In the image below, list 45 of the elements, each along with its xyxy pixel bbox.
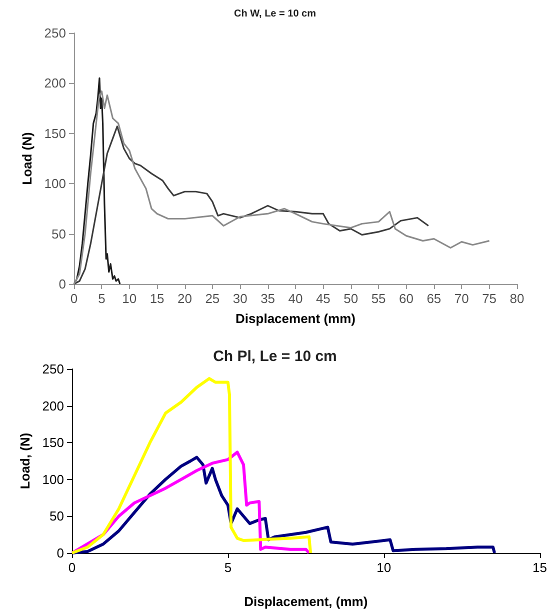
x-tick-label: 20 xyxy=(178,291,192,306)
x-axis-title: Displacement (mm) xyxy=(236,311,356,326)
y-tick-label: 100 xyxy=(42,472,64,487)
y-tick-label: 200 xyxy=(44,76,66,91)
x-tick-label: 80 xyxy=(510,291,524,306)
x-tick-label: 25 xyxy=(205,291,220,306)
chart-title: Ch W, Le = 10 cm xyxy=(234,8,316,20)
line-series xyxy=(70,456,496,554)
y-axis-title: Load (N) xyxy=(19,132,34,185)
x-tick-label: 40 xyxy=(288,291,303,306)
y-tick-label: 250 xyxy=(44,26,66,40)
x-tick-label: 0 xyxy=(68,560,76,575)
line-series xyxy=(70,377,312,554)
x-axis-title: Displacement, (mm) xyxy=(244,594,368,609)
x-tick-label: 75 xyxy=(482,291,497,306)
x-tick-label: 55 xyxy=(371,291,386,306)
x-tick-label: 50 xyxy=(344,291,358,306)
x-tick-label: 5 xyxy=(98,291,106,306)
x-tick-label: 5 xyxy=(224,560,232,575)
y-tick-label: 150 xyxy=(44,126,66,141)
y-tick-label: 100 xyxy=(44,176,66,192)
line-series xyxy=(73,126,430,285)
x-tick-label: 60 xyxy=(399,291,414,306)
x-tick-label: 15 xyxy=(532,560,548,575)
x-tick-label: 35 xyxy=(260,291,276,306)
x-tick-label: 0 xyxy=(70,291,78,306)
y-tick-label: 0 xyxy=(56,546,64,560)
x-tick-label: 10 xyxy=(122,291,137,306)
line-series xyxy=(70,450,311,554)
x-tick-label: 15 xyxy=(150,291,164,306)
y-tick-label: 250 xyxy=(42,362,64,376)
x-tick-label: 10 xyxy=(376,560,392,575)
y-tick-label: 50 xyxy=(50,508,64,524)
chart-title: Ch Pl, Le = 10 cm xyxy=(213,348,337,365)
y-tick-label: 200 xyxy=(42,398,64,414)
y-tick-label: 0 xyxy=(58,276,66,292)
y-tick-label: 50 xyxy=(52,226,66,242)
line-series xyxy=(73,90,490,285)
x-tick-label: 45 xyxy=(316,291,330,306)
x-tick-label: 65 xyxy=(426,291,442,306)
x-tick-label: 30 xyxy=(232,291,248,306)
x-tick-label: 70 xyxy=(454,291,469,306)
line-series xyxy=(73,77,121,285)
y-axis-title: Load, (N) xyxy=(17,432,32,490)
y-tick-label: 150 xyxy=(42,435,64,450)
